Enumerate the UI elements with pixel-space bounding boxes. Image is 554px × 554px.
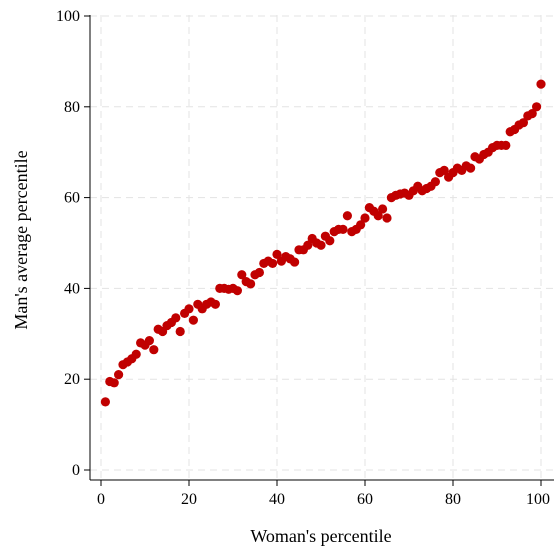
data-point xyxy=(272,249,282,259)
y-tick-label: 100 xyxy=(56,8,80,25)
x-tick-label: 60 xyxy=(357,491,373,508)
y-tick-label: 0 xyxy=(72,462,80,479)
data-point xyxy=(439,165,449,175)
data-point xyxy=(246,279,256,289)
y-tick-label: 40 xyxy=(64,280,80,297)
data-point xyxy=(338,224,348,234)
x-tick-label: 20 xyxy=(181,491,197,508)
data-point xyxy=(316,240,326,250)
x-tick-label: 80 xyxy=(445,491,461,508)
data-point xyxy=(378,204,388,214)
data-point xyxy=(536,79,546,89)
data-point xyxy=(210,299,220,309)
data-point xyxy=(527,109,537,119)
data-point xyxy=(254,267,264,278)
data-point xyxy=(184,304,194,314)
data-point xyxy=(325,236,335,246)
data-point xyxy=(175,326,185,337)
data-point xyxy=(430,177,440,187)
x-tick-label: 100 xyxy=(526,491,550,508)
y-tick-label: 60 xyxy=(64,190,80,207)
data-point xyxy=(188,315,198,325)
tick-labels: 0 20 40 60 80 100 0 20 40 60 80 100 xyxy=(56,8,550,508)
x-tick-label: 0 xyxy=(97,491,105,508)
axes xyxy=(89,15,554,481)
data-point xyxy=(342,211,352,221)
data-point xyxy=(144,336,154,346)
data-point xyxy=(171,313,181,323)
data-point xyxy=(100,397,110,407)
data-point xyxy=(290,257,300,267)
data-points xyxy=(100,79,546,407)
data-point xyxy=(382,213,392,223)
data-point xyxy=(109,378,119,388)
data-point xyxy=(518,118,529,128)
y-tick-label: 20 xyxy=(64,371,80,388)
y-tick-label: 80 xyxy=(64,99,80,116)
x-axis-title: Woman's percentile xyxy=(250,526,391,546)
data-point xyxy=(149,345,159,355)
x-tick-label: 40 xyxy=(269,491,285,508)
data-point xyxy=(131,349,141,359)
data-point xyxy=(114,370,124,380)
data-point xyxy=(501,140,511,150)
data-point xyxy=(466,163,476,173)
data-point xyxy=(232,286,242,296)
tick-marks xyxy=(84,15,542,486)
data-point xyxy=(532,102,542,112)
data-point xyxy=(360,213,370,223)
data-point xyxy=(268,258,278,269)
data-point xyxy=(303,240,313,250)
data-point xyxy=(356,220,366,230)
grid-lines xyxy=(90,15,554,480)
y-axis-title: Man's average percentile xyxy=(11,150,31,329)
data-point xyxy=(237,270,247,280)
data-point xyxy=(373,211,383,221)
